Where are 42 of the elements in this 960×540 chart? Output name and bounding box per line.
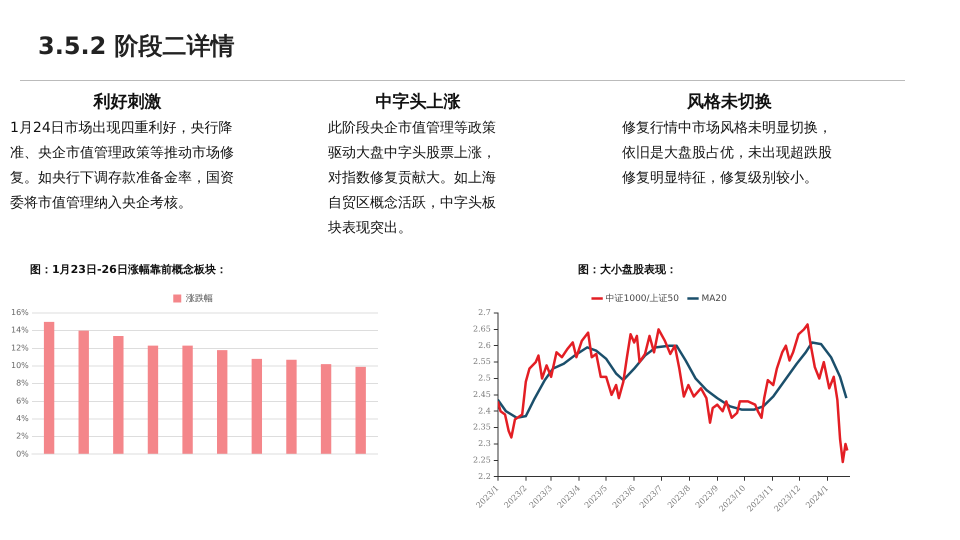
y-tick-label: 2.65 (473, 324, 491, 334)
y-tick-label: 2.4 (478, 406, 491, 416)
legend-label: 涨跌幅 (186, 292, 213, 304)
bar (182, 346, 193, 454)
y-tick-label: 2.2 (478, 472, 491, 481)
bar (252, 358, 262, 454)
bar (217, 350, 228, 454)
y-tick-label: 2% (16, 432, 30, 441)
legend-label: MA20 (702, 294, 728, 304)
bar (44, 322, 54, 454)
y-tick-label: 8% (16, 378, 30, 388)
y-tick-label: 2.6 (478, 340, 491, 350)
bar (113, 336, 124, 454)
bar (355, 366, 366, 454)
y-tick-label: 12% (11, 343, 30, 352)
y-tick-label: 2.5 (478, 374, 491, 383)
y-tick-label: 6% (16, 396, 30, 406)
text: 利好刺激 (92, 91, 162, 113)
y-tick-label: 2.25 (473, 455, 491, 464)
chart-title: 图：大小盘股表现： (578, 262, 677, 277)
bar (148, 346, 158, 454)
text: 此阶段央企市值管理等政策驱动大盘中字头股票上涨，对指数修复贡献大。如上海自贸区概念活跃，中字头板块表现突出。 (328, 119, 497, 238)
y-tick-label: 2.7 (478, 308, 491, 318)
y-tick-label: 0% (16, 449, 30, 458)
text: 1月24日市场出现四重利好，央行降准、央企市值管理政策等推动市场修复。如央行下调存款准备金率，国资委将市值管理纳入央企考核。 (10, 119, 235, 213)
y-tick-label: 10% (11, 361, 30, 370)
y-tick-label: 2.45 (473, 390, 491, 399)
y-tick-label: 2.55 (473, 357, 491, 366)
chart-title: 图：1月23日-26日涨幅靠前概念板块： (30, 262, 227, 277)
y-tick-label: 16% (11, 308, 30, 318)
text: 修复行情中市场风格未明显切换，依旧是大盘股占优，未出现超跌股修复明显特征，修复级别较小。 (622, 119, 833, 188)
text: 风格未切换 (686, 91, 773, 113)
text: 3.5.2 阶段二详情 (38, 31, 235, 62)
legend-label: 中证1000/上证50 (606, 292, 680, 304)
y-tick-label: 2.35 (473, 422, 491, 432)
bar (320, 364, 332, 454)
text: 中字头上涨 (374, 91, 462, 113)
bar (78, 330, 89, 454)
y-tick-label: 14% (11, 326, 30, 335)
bar (286, 360, 297, 454)
y-tick-label: 2.3 (478, 439, 491, 448)
y-tick-label: 4% (16, 414, 30, 423)
